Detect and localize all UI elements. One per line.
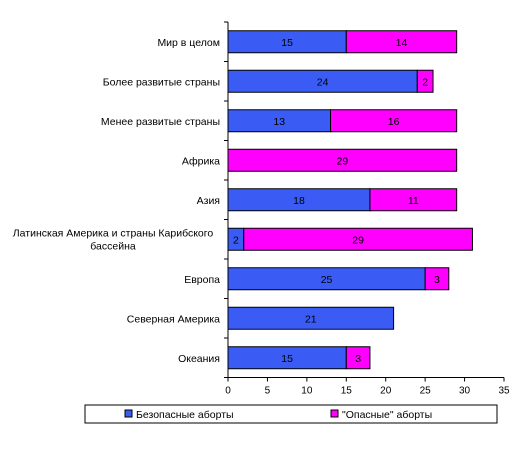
bars-layer: 15 14 24 2 13 16 29 18 11 2 29 25 3 21 15 3: [227, 30, 473, 370]
legend-swatch-unsafe: [330, 409, 339, 418]
x-tick-label: 20: [380, 386, 392, 397]
legend-label: "Опасные" аборты: [342, 409, 432, 421]
legend-swatch-safe: [124, 409, 133, 418]
x-axis: 0 5 10 15 20 25 30 35: [224, 21, 510, 397]
bar-unsafe-abortions: [345, 30, 458, 54]
legend: Безопасные аборты "Опасные" аборты: [84, 404, 498, 424]
category-label: Более развитые страны: [103, 76, 220, 88]
data-label: 13: [273, 116, 285, 128]
category-label: Северная Америка: [127, 313, 220, 325]
data-label: 2: [233, 234, 239, 246]
legend-label: Безопасные аборты: [136, 409, 234, 421]
bar-unsafe-abortions: [416, 69, 434, 93]
category-labels: Мир в целом Более развитые страны Менее ра…: [13, 37, 220, 365]
data-label: 24: [317, 76, 329, 88]
bar-unsafe-abortions: [345, 346, 371, 370]
data-label: 2: [422, 76, 428, 88]
data-label: 3: [355, 353, 361, 365]
x-tick-label: 25: [420, 386, 432, 397]
category-label: Мир в целом: [157, 37, 220, 49]
bar-unsafe-abortions: [330, 109, 458, 133]
category-label: Океания: [178, 353, 220, 365]
bar-unsafe-abortions: [424, 267, 450, 291]
x-tick-label: 0: [225, 386, 231, 397]
data-label: 14: [396, 37, 408, 49]
data-label: 21: [305, 313, 317, 325]
data-label: 18: [293, 195, 305, 207]
x-tick-label: 10: [301, 386, 313, 397]
data-label: 3: [434, 274, 440, 286]
category-label: Европа: [184, 274, 220, 286]
data-label: 15: [281, 353, 293, 365]
category-label: Менее развитые страны: [101, 116, 220, 128]
category-label: Азия: [197, 195, 220, 207]
data-label: 25: [321, 274, 333, 286]
data-label: 11: [408, 195, 419, 207]
x-tick-label: 15: [341, 386, 353, 397]
category-label: Африка: [182, 155, 220, 167]
category-label: Латинская Америка и страны Карибского бас…: [13, 227, 214, 252]
data-label: 16: [388, 116, 400, 128]
data-label: 29: [352, 234, 364, 246]
bar-unsafe-abortions: [243, 227, 473, 251]
bar-unsafe-abortions: [369, 188, 458, 212]
data-label: 29: [336, 155, 348, 167]
x-tick-label: 35: [498, 386, 510, 397]
x-tick-label: 5: [265, 386, 271, 397]
x-tick-label: 30: [459, 386, 471, 397]
data-label: 15: [281, 37, 293, 49]
legend-box: [84, 404, 498, 424]
